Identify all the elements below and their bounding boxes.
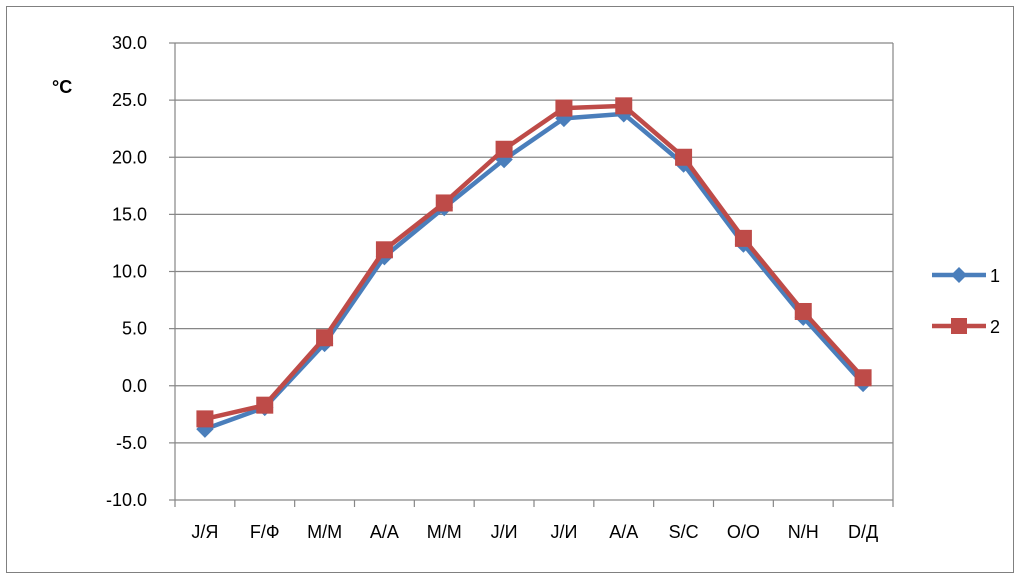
x-tick-label: M/M [427,522,462,542]
series-2 [196,97,872,428]
data-point [615,97,633,115]
x-tick-label: O/O [727,522,760,542]
y-tick-label: 5.0 [122,319,147,339]
y-tick-label: 25.0 [112,90,147,110]
x-tick-label: F/Ф [250,522,280,542]
data-point [675,148,693,166]
legend-label: 2 [990,317,1000,337]
x-tick-label: M/M [307,522,342,542]
legend-label: 1 [990,266,1000,286]
data-point [854,369,872,387]
x-tick-labels: J/Я F/Ф M/M A/A M/M J/И J/И A/A S/C O/O N/H D/Д [191,522,878,542]
y-tick-label: -10.0 [106,490,147,510]
legend: 12 [932,266,1000,337]
x-tick-label: N/H [788,522,819,542]
data-point [196,410,214,428]
x-tick-label: A/A [370,522,399,542]
x-tick-label: J/И [550,522,577,542]
series-line [204,111,865,432]
y-tick-labels: 30.0 25.0 20.0 15.0 10.0 5.0 0.0 -5.0 -10.0 [106,33,147,510]
y-tick-label: 15.0 [112,204,147,224]
x-tick-label: J/Я [191,522,218,542]
x-tick-label: A/A [609,522,638,542]
series-layer [196,97,872,438]
y-tick-label: 10.0 [112,262,147,282]
legend-item-1: 1 [932,266,1000,286]
data-point [734,229,752,247]
data-point [316,329,334,347]
legend-marker [951,267,967,283]
x-tick-label: S/C [669,522,699,542]
data-point [375,241,393,259]
y-axis-label: °C [52,77,72,97]
axes [169,42,894,507]
data-point [794,302,812,320]
series-line [204,103,865,422]
y-tick-label: 0.0 [122,376,147,396]
data-point [555,99,573,117]
y-tick-label: -5.0 [116,433,147,453]
legend-item-2: 2 [932,317,1000,337]
data-point [435,194,453,212]
y-tick-label: 20.0 [112,147,147,167]
x-tick-label: J/И [491,522,518,542]
legend-marker [951,318,967,334]
y-tick-label: 30.0 [112,33,147,53]
data-point [495,140,513,158]
grid-lines [175,42,893,501]
data-point [256,396,274,414]
x-tick-label: D/Д [848,522,878,542]
